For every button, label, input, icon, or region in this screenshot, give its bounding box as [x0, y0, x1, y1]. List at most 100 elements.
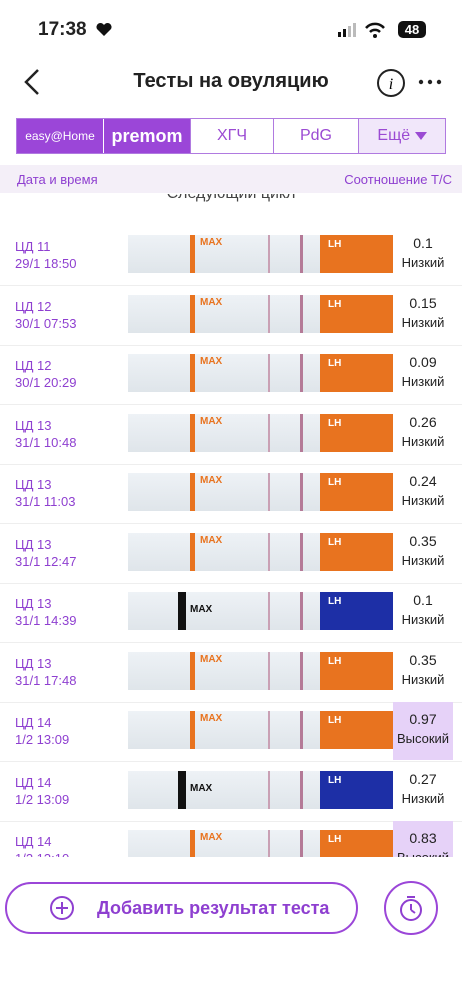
- test-date: 31/1 11:03: [15, 494, 76, 509]
- test-row[interactable]: ЦД 14 1/2 13:10 MAX LH 0.83 Высокий: [0, 821, 462, 857]
- test-row[interactable]: ЦД 12 30/1 20:29 MAX LH 0.09 Низкий: [0, 345, 462, 405]
- strip-max: MAX: [200, 832, 223, 843]
- tab-hcg[interactable]: ХГЧ: [190, 119, 273, 153]
- strip-bar: [178, 592, 186, 630]
- strip-lh: LH: [328, 596, 342, 607]
- test-row[interactable]: ЦД 13 31/1 10:48 MAX LH 0.26 Низкий: [0, 405, 462, 465]
- test-date: 31/1 10:48: [15, 434, 77, 450]
- control-line: [300, 354, 303, 392]
- more-button[interactable]: [418, 78, 442, 86]
- dropdown-icon: [414, 132, 427, 140]
- test-strip: MAX LH: [128, 354, 393, 392]
- strip-lh: LH: [328, 774, 342, 786]
- cycle-day: ЦД 14: [15, 774, 52, 790]
- test-line: [268, 711, 270, 749]
- tab-more[interactable]: Ещё: [358, 119, 445, 153]
- strip-end: LH: [320, 235, 393, 273]
- test-line: [268, 413, 270, 452]
- strip-end: LH: [320, 473, 393, 511]
- ratio-value: 0.24: [409, 473, 437, 489]
- status-time: 17:38: [38, 19, 87, 40]
- ratio-value: 0.27: [409, 770, 437, 787]
- test-date: 1/2 13:09: [15, 791, 70, 807]
- test-strip: MAX LH: [128, 413, 393, 452]
- test-strip: MAX LH: [128, 473, 393, 511]
- test-date: 31/1 17:48: [15, 672, 77, 688]
- test-strip: MAX LH: [128, 235, 393, 273]
- test-strip: MAX LH: [128, 592, 393, 630]
- test-row[interactable]: ЦД 12 30/1 07:53 MAX LH 0.15 Низкий: [0, 286, 462, 346]
- test-row[interactable]: ЦД 13 31/1 14:39 MAX LH 0.1 Низкий: [0, 583, 462, 643]
- ratio-value: 0.1: [413, 235, 433, 251]
- test-date: 1/2 13:10: [15, 851, 69, 857]
- control-line: [300, 651, 303, 690]
- ratio-level: Высокий: [393, 850, 453, 857]
- ratio-value: 0.1: [413, 592, 433, 608]
- test-strip: MAX LH: [128, 830, 393, 857]
- control-line: [300, 770, 303, 809]
- strip-end: LH: [320, 770, 393, 809]
- ratio-level: Низкий: [401, 255, 445, 270]
- strip-lh: LH: [328, 834, 342, 845]
- timer-button[interactable]: [384, 881, 438, 935]
- back-button[interactable]: [22, 68, 42, 96]
- test-line: [268, 532, 270, 571]
- tab-bar: [16, 118, 446, 154]
- cycle-day: ЦД 14: [15, 715, 52, 730]
- test-line: [268, 770, 270, 809]
- ratio-level: Низкий: [401, 552, 445, 568]
- test-line: [268, 473, 270, 511]
- strip-max: MAX: [200, 713, 223, 724]
- cycle-day: ЦД 11: [15, 239, 51, 254]
- control-line: [300, 235, 303, 273]
- section-title: Следующий цикл: [166, 185, 296, 202]
- strip-bar: [178, 770, 186, 809]
- strip-max: MAX: [200, 237, 223, 248]
- test-line: [268, 592, 270, 630]
- test-row[interactable]: ЦД 14 1/2 13:09 MAX LH 0.97 Высокий: [0, 702, 462, 762]
- test-date: 29/1 18:50: [15, 256, 77, 271]
- strip-bar: [190, 235, 195, 273]
- ratio-value: 0.35: [409, 532, 437, 549]
- strip-end: LH: [320, 294, 393, 333]
- control-line: [300, 413, 303, 452]
- ratio-level: Низкий: [401, 612, 445, 627]
- test-row[interactable]: ЦД 11 29/1 18:50 MAX LH 0.1 Низкий: [0, 226, 462, 286]
- ratio-value: 0.15: [409, 294, 437, 311]
- test-line: [268, 651, 270, 690]
- strip-end: LH: [320, 532, 393, 571]
- add-result-button[interactable]: Добавить результат теста: [5, 882, 358, 934]
- strip-max: MAX: [190, 604, 213, 615]
- strip-max: MAX: [200, 534, 223, 546]
- tab-premom[interactable]: premom: [104, 119, 190, 153]
- column-ratio: Соотношение Т/С: [344, 172, 452, 187]
- ratio-cell: 0.09 Низкий: [393, 345, 453, 403]
- test-strip: MAX LH: [128, 532, 393, 571]
- ratio-cell: 0.35 Низкий: [393, 524, 453, 582]
- test-date: 31/1 14:39: [15, 613, 77, 628]
- ratio-cell: 0.35 Низкий: [393, 643, 453, 701]
- ratio-cell: 0.83 Высокий: [393, 821, 453, 857]
- cycle-day: ЦД 13: [15, 596, 52, 611]
- test-strip: MAX LH: [128, 770, 393, 809]
- tab-pdg[interactable]: PdG: [273, 119, 358, 153]
- test-date: 1/2 13:09: [15, 732, 70, 747]
- ratio-value: 0.35: [409, 651, 437, 668]
- cycle-day: ЦД 13: [15, 655, 52, 671]
- signal-wifi-icons: [338, 22, 385, 38]
- test-row[interactable]: ЦД 13 31/1 17:48 MAX LH 0.35 Низкий: [0, 643, 462, 703]
- control-line: [300, 294, 303, 333]
- ratio-value: 0.09: [409, 354, 437, 370]
- tab-easyhome[interactable]: easy@Home: [17, 119, 103, 153]
- test-row[interactable]: ЦД 14 1/2 13:09 MAX LH 0.27 Низкий: [0, 762, 462, 822]
- test-strip: MAX LH: [128, 651, 393, 690]
- test-row[interactable]: ЦД 13 31/1 11:03 MAX LH 0.24 Низкий: [0, 464, 462, 524]
- test-row[interactable]: ЦД 13 31/1 12:47 MAX LH 0.35 Низкий: [0, 524, 462, 584]
- page-title: Тесты на овуляцию: [133, 70, 329, 92]
- ratio-value: 0.97: [409, 711, 437, 727]
- info-button[interactable]: i: [376, 68, 406, 98]
- heart-icon: [96, 22, 112, 36]
- strip-bar: [190, 830, 195, 857]
